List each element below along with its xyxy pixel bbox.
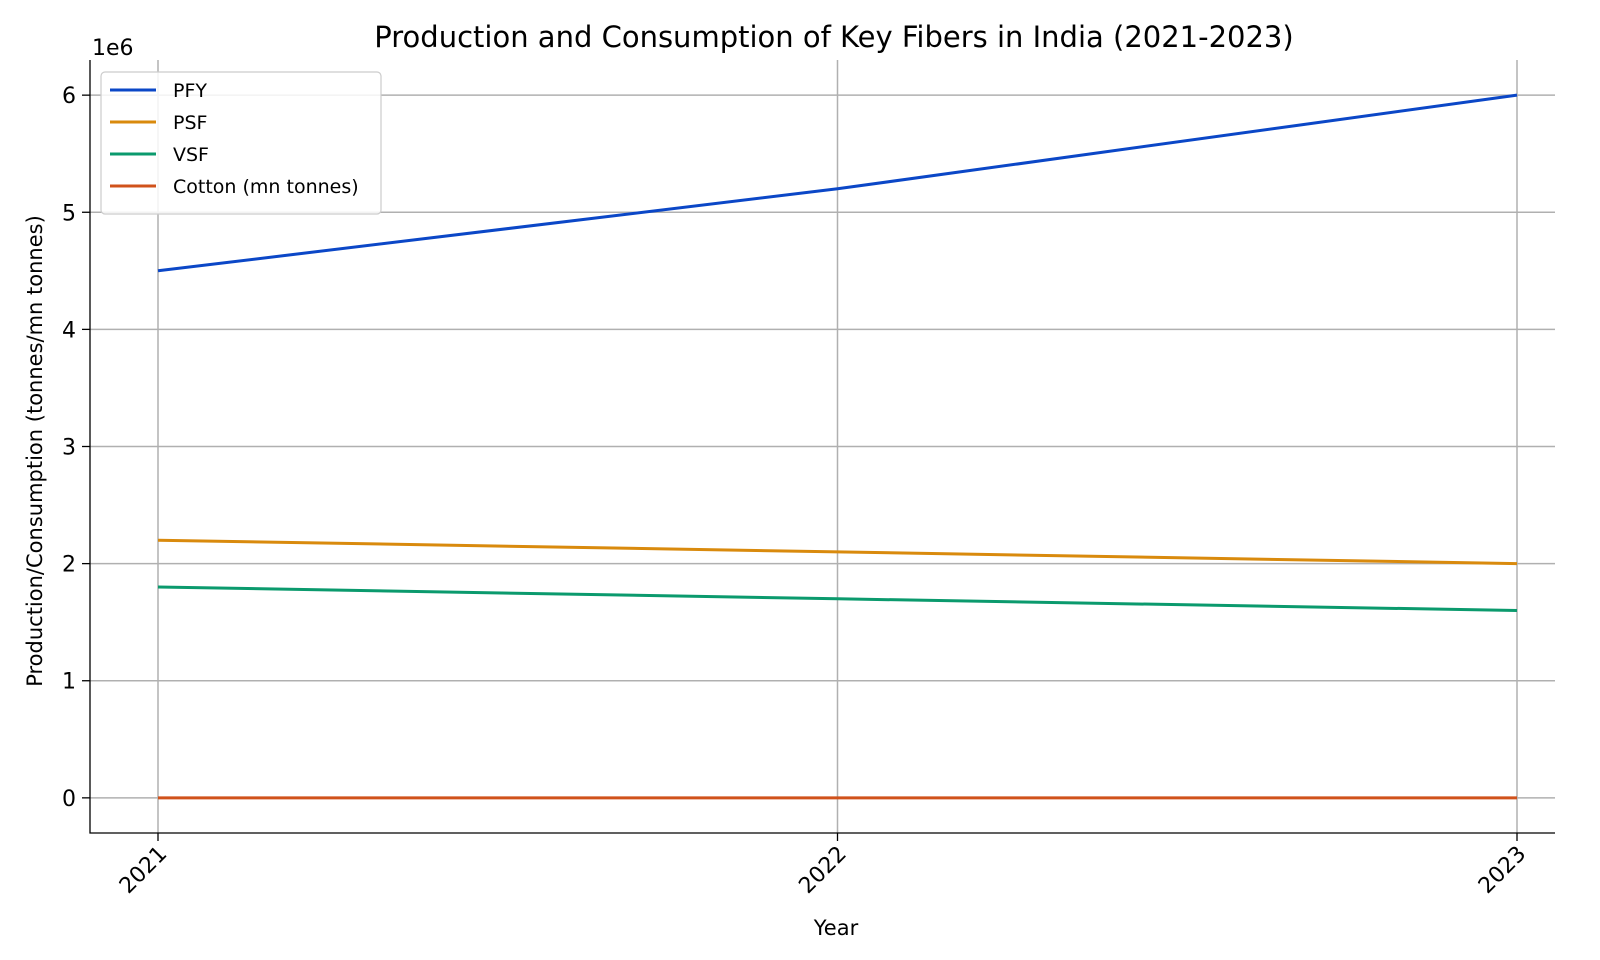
y-tick-label: 1 — [62, 670, 76, 695]
legend-label: Cotton (mn tonnes) — [173, 176, 359, 198]
legend: PFY PSF VSF Cotton (mn tonnes) — [100, 71, 382, 215]
y-offset-label: 1e6 — [92, 36, 134, 61]
y-tick-label: 4 — [62, 318, 76, 343]
y-tick-label: 3 — [62, 436, 76, 461]
series-lines — [157, 93, 1518, 800]
chart-title: Production and Consumption of Key Fibers… — [374, 20, 1293, 54]
series-line-psf — [157, 538, 1518, 566]
x-tick-label: 2023 — [1474, 842, 1531, 899]
legend-frame — [100, 71, 382, 215]
x-axis-label: Year — [813, 916, 859, 940]
y-tick-label: 2 — [62, 553, 76, 578]
y-tick-label: 0 — [62, 787, 76, 812]
legend-label: PFY — [173, 80, 207, 102]
x-tick-label: 2022 — [794, 842, 851, 899]
legend-label: VSF — [173, 144, 209, 166]
x-tick-label: 2021 — [115, 842, 172, 899]
series-line-pfy — [157, 93, 1518, 273]
y-axis-ticks: 0 1 2 3 4 5 6 — [62, 84, 90, 812]
legend-label: PSF — [173, 112, 207, 134]
x-axis-ticks: 2021 2022 2023 — [115, 833, 1531, 899]
series-line-vsf — [157, 585, 1518, 612]
y-axis-label: Production/Consumption (tonnes/mn tonnes… — [23, 215, 47, 687]
axes-spines — [89, 60, 1555, 834]
y-tick-label: 6 — [62, 84, 76, 109]
y-tick-label: 5 — [62, 201, 76, 226]
